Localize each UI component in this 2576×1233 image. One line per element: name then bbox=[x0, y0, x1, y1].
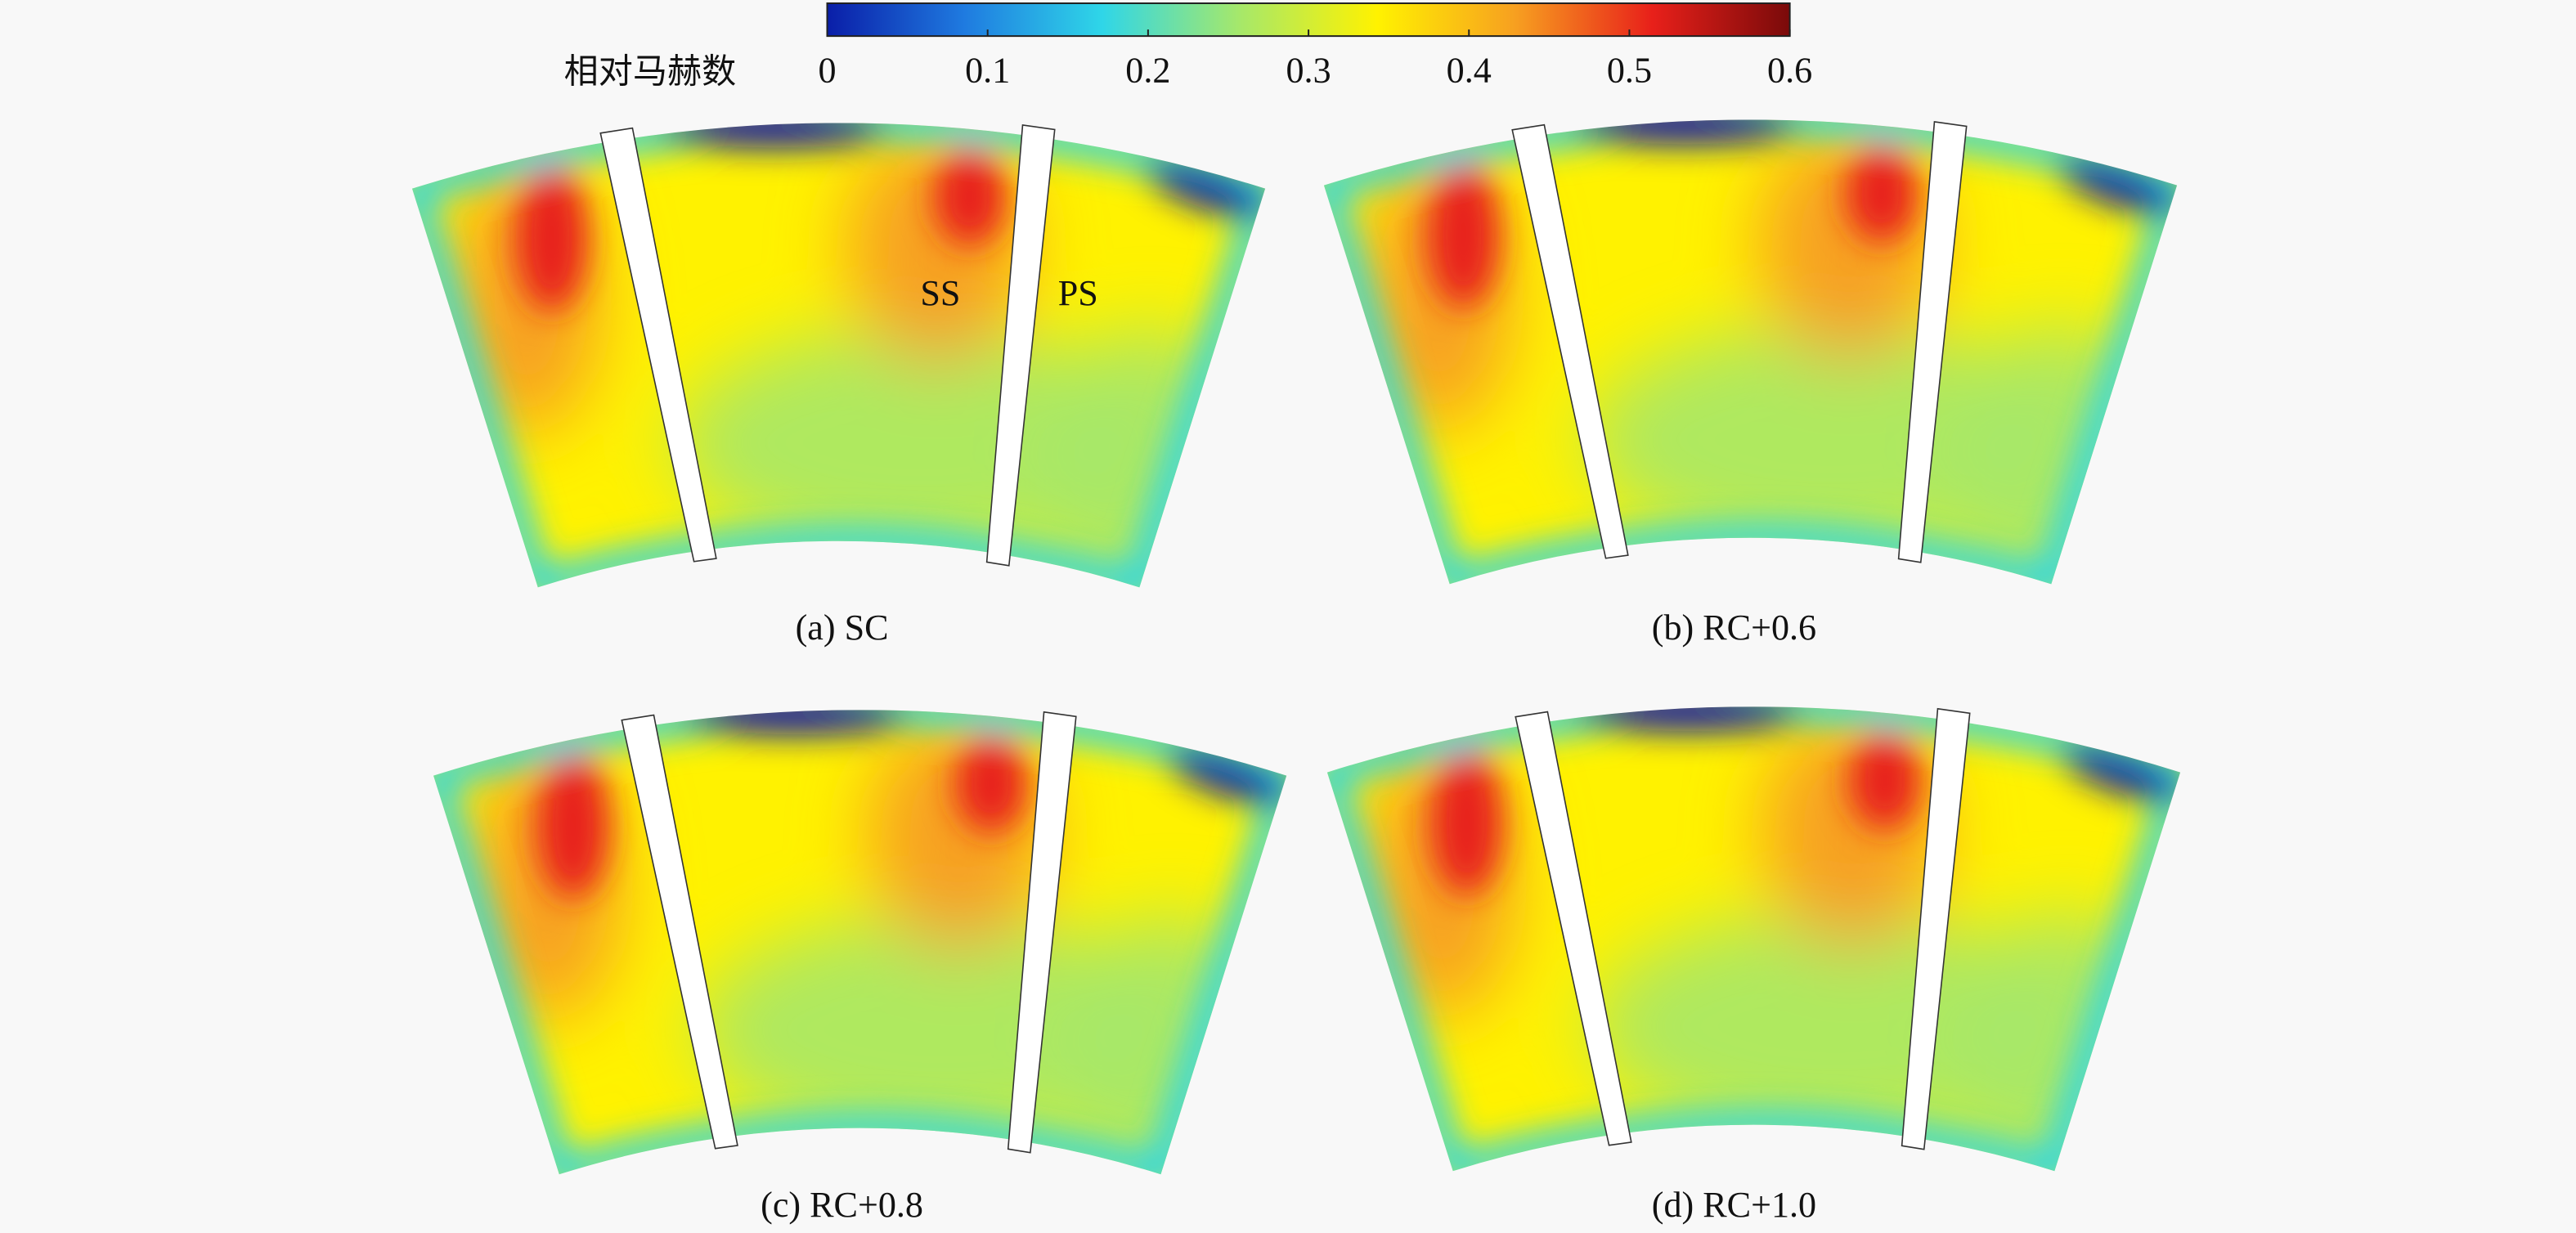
panel-label: (c) RC+0.8 bbox=[761, 1185, 923, 1225]
blade bbox=[1007, 711, 1077, 1154]
blade bbox=[621, 714, 738, 1150]
blade bbox=[985, 124, 1056, 567]
colorbar-tick-label: 0 bbox=[818, 50, 836, 90]
panel-label: (a) SC bbox=[796, 608, 889, 648]
annotation: PS bbox=[1058, 273, 1098, 313]
panel-label: (b) RC+0.6 bbox=[1652, 608, 1816, 648]
contour-panel bbox=[433, 710, 1287, 1175]
colorbar-tick-label: 0.2 bbox=[1125, 50, 1170, 90]
contour-panel bbox=[1323, 119, 2178, 585]
colorbar-tick-label: 0.5 bbox=[1607, 50, 1652, 90]
colorbar-tick-label: 0.6 bbox=[1767, 50, 1812, 90]
blade bbox=[1901, 707, 1971, 1150]
annotation: SS bbox=[920, 273, 960, 313]
blade bbox=[1511, 123, 1629, 559]
colorbar-label: 相对马赫数 bbox=[564, 52, 737, 92]
colorbar-tick-label: 0.1 bbox=[965, 50, 1010, 90]
colorbar-tick-label: 0.4 bbox=[1447, 50, 1492, 90]
contour-panel bbox=[1326, 706, 2181, 1172]
blade bbox=[1897, 120, 1968, 563]
blade bbox=[599, 127, 717, 563]
contour-panel bbox=[411, 123, 1266, 588]
blade bbox=[1515, 711, 1632, 1146]
panel-label: (d) RC+1.0 bbox=[1652, 1185, 1816, 1225]
colorbar-tick-label: 0.3 bbox=[1286, 50, 1331, 90]
